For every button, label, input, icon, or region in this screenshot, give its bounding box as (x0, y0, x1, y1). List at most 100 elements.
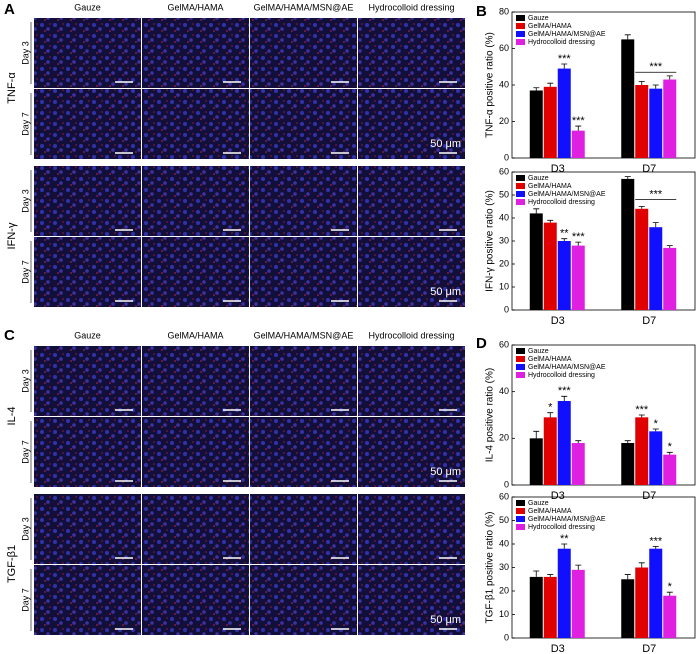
x-tick-label: D3 (551, 490, 565, 502)
y-tick-label: 60 (499, 491, 509, 501)
error-bar (652, 222, 659, 228)
legend-label: GelMA/HAMA (528, 183, 572, 190)
micrograph (34, 237, 141, 307)
error-bar (624, 34, 631, 40)
legend-label: Gauze (528, 175, 549, 182)
legend-label: GelMA/HAMA/MSN@AE (528, 364, 606, 371)
y-axis-label: TGF-β1 positive ratio (%) (485, 512, 496, 624)
error-bar (652, 84, 659, 89)
bar (529, 90, 543, 158)
block-label: TGF-β1 (6, 545, 18, 583)
error-bar (533, 430, 540, 439)
legend-label: GelMA/HAMA/MSN@AE (528, 516, 606, 523)
significance: *** (649, 535, 663, 547)
significance: * (668, 441, 673, 453)
legend-swatch (516, 175, 525, 181)
bar (529, 438, 543, 485)
column-header: Gauze (74, 330, 101, 340)
day-label: Day 3 (20, 189, 30, 213)
y-tick-label: 60 (499, 339, 509, 349)
significance: *** (572, 231, 586, 243)
panel-label: A (4, 1, 15, 18)
error-bar (666, 245, 673, 248)
error-bar (652, 428, 659, 432)
x-tick-label: D7 (642, 643, 656, 654)
bar (635, 417, 649, 485)
bar (663, 79, 677, 158)
block-label: IFN-γ (6, 222, 18, 249)
legend-label: Hydrocolloid dressing (528, 524, 595, 531)
significance: *** (572, 115, 586, 127)
error-bar (533, 87, 540, 91)
y-tick-label: 20 (499, 433, 509, 443)
significance: ** (560, 533, 569, 545)
bar (635, 208, 649, 310)
bar (557, 401, 571, 485)
legend-swatch (516, 356, 525, 362)
error-bar (666, 75, 673, 80)
micrograph (142, 346, 249, 416)
bar (529, 576, 543, 638)
micrograph (358, 18, 465, 88)
day-label: Day 7 (20, 440, 30, 464)
bar (571, 245, 585, 310)
micrograph (250, 18, 357, 88)
y-tick-label: 10 (499, 281, 509, 291)
column-header: Hydrocolloid dressing (368, 2, 454, 12)
error-bar (547, 412, 554, 418)
error-bar (575, 440, 582, 443)
legend-label: Hydrocolloid dressing (528, 199, 595, 206)
bar (621, 178, 635, 310)
micrograph (250, 417, 357, 487)
legend-swatch (516, 364, 525, 370)
column-header: Gauze (74, 2, 101, 12)
y-tick-label: 0 (504, 304, 509, 314)
legend-swatch (516, 372, 525, 378)
legend-swatch (516, 183, 525, 189)
micrograph (34, 417, 141, 487)
error-bar (533, 208, 540, 214)
micrograph (142, 166, 249, 236)
x-tick-label: D7 (642, 163, 656, 175)
y-tick-label: 60 (499, 43, 509, 53)
y-tick-label: 0 (504, 152, 509, 162)
y-tick-label: 40 (499, 386, 509, 396)
legend-swatch (516, 524, 525, 530)
panel-label: C (4, 327, 15, 344)
micrograph (142, 18, 249, 88)
bar (557, 241, 571, 310)
error-bar (561, 543, 568, 549)
bar (635, 85, 649, 158)
column-header: GelMA/HAMA (167, 2, 223, 12)
micrograph (250, 237, 357, 307)
error-bar (638, 414, 645, 418)
legend-swatch (516, 31, 525, 37)
micrograph (34, 166, 141, 236)
error-bar (638, 206, 645, 209)
day-label: Day 3 (20, 369, 30, 393)
legend-label: Gauze (528, 15, 549, 22)
error-bar (561, 395, 568, 401)
error-bar (638, 80, 645, 85)
legend-swatch (516, 23, 525, 29)
micrograph (34, 565, 141, 635)
legend-label: Hydrocolloid dressing (528, 372, 595, 379)
error-bar (575, 241, 582, 246)
bar (621, 39, 635, 158)
micrograph (250, 565, 357, 635)
significance: * (654, 418, 659, 430)
column-header: Hydrocolloid dressing (368, 330, 454, 340)
x-tick-label: D3 (551, 643, 565, 654)
plot-frame (511, 344, 696, 486)
legend-label: GelMA/HAMA (528, 356, 572, 363)
bar (663, 595, 677, 638)
bar (543, 576, 557, 638)
micrograph (142, 89, 249, 159)
day-label: Day 7 (20, 260, 30, 284)
scale-label: 50 μm (430, 138, 461, 150)
bar (543, 222, 557, 310)
y-tick-label: 20 (499, 585, 509, 595)
error-bar (561, 63, 568, 69)
error-bar (575, 564, 582, 570)
column-header: GelMA/HAMA (167, 330, 223, 340)
